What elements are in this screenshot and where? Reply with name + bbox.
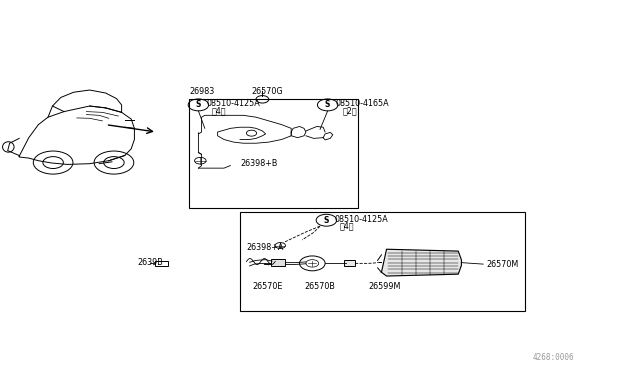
Text: 4268:0006: 4268:0006	[532, 353, 575, 362]
Text: （4）: （4）	[211, 106, 226, 115]
Text: 26398+B: 26398+B	[240, 159, 277, 168]
Text: 08510-4125A: 08510-4125A	[335, 215, 388, 224]
Text: 26983: 26983	[189, 87, 214, 96]
Bar	[344, 260, 355, 266]
Text: S: S	[196, 100, 201, 109]
Text: 26570M: 26570M	[486, 260, 518, 269]
Text: 08510-4125A: 08510-4125A	[207, 99, 260, 108]
Polygon shape	[381, 249, 461, 276]
Text: 26570E: 26570E	[253, 282, 283, 291]
Text: 26570G: 26570G	[251, 87, 282, 96]
Text: S: S	[325, 100, 330, 109]
Text: 26398+A: 26398+A	[246, 243, 284, 252]
Text: 08510-4165A: 08510-4165A	[336, 99, 390, 108]
Bar	[240, 212, 525, 311]
Bar	[271, 259, 285, 266]
Text: 26599M: 26599M	[368, 282, 401, 291]
Bar	[189, 99, 358, 208]
Text: 2639B: 2639B	[138, 258, 163, 267]
Text: （2）: （2）	[342, 106, 357, 115]
Text: 26570B: 26570B	[304, 282, 335, 291]
Text: （4）: （4）	[339, 221, 354, 230]
Bar	[155, 261, 168, 266]
Text: S: S	[324, 216, 329, 225]
